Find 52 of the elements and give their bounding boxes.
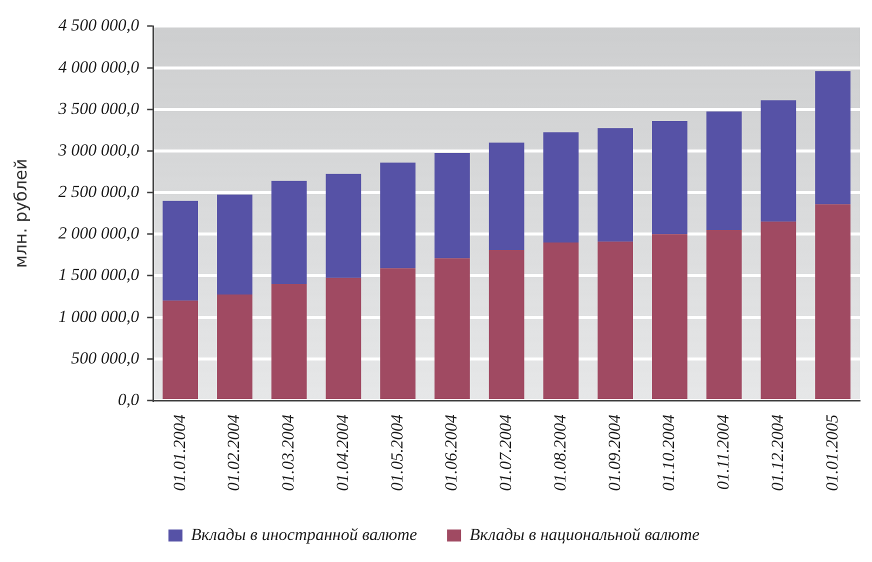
legend-label: Вклады в иностранной валюте — [190, 524, 418, 544]
bar — [326, 278, 362, 399]
y-tick-label: 2 000 000,0 — [58, 224, 140, 243]
x-tick-label: 01.04.2004 — [332, 414, 352, 491]
bar — [434, 153, 470, 258]
x-tick-label: 01.12.2004 — [768, 414, 787, 491]
bar — [598, 242, 633, 399]
x-tick-label: 01.06.2004 — [442, 414, 461, 491]
bar — [488, 250, 524, 399]
bar — [162, 200, 198, 301]
legend-label: Вклады в национальной валюте — [470, 524, 700, 544]
bar — [543, 132, 579, 242]
bar — [271, 180, 307, 284]
bar — [760, 100, 796, 222]
bar — [380, 268, 416, 399]
bar — [815, 71, 850, 204]
bar — [217, 294, 252, 399]
bar — [598, 128, 633, 242]
bar — [543, 242, 579, 399]
x-tick-label: 01.08.2004 — [550, 414, 570, 491]
y-tick-label: 3 500 000,0 — [57, 98, 140, 118]
x-tick-label: 01.11.2004 — [714, 414, 733, 490]
x-tick-label: 01.10.2004 — [659, 414, 678, 491]
x-tick-label: 01.02.2004 — [224, 414, 244, 491]
y-axis-title: млн. рублей — [12, 158, 32, 268]
x-tick-label: 01.01.2004 — [170, 414, 189, 491]
y-tick-label: 3 000 000,0 — [57, 140, 140, 160]
y-tick-label: 500 000,0 — [71, 348, 140, 368]
bar — [815, 204, 850, 399]
x-tick-label: 01.05.2004 — [387, 414, 406, 491]
bar — [760, 222, 796, 399]
x-tick-label: 01.09.2004 — [604, 414, 624, 491]
y-tick-label: 2 500 000,0 — [58, 182, 140, 202]
bar — [652, 121, 688, 234]
bar — [326, 174, 362, 278]
bar — [162, 300, 198, 399]
bar — [434, 258, 470, 399]
bar — [271, 284, 307, 399]
y-tick-label: 1 000 000,0 — [58, 306, 140, 326]
y-tick-label: 1 500 000,0 — [58, 265, 140, 284]
bar — [488, 142, 524, 250]
bar — [706, 230, 742, 399]
y-tick-label: 0,0 — [118, 390, 140, 409]
x-tick-label: 01.03.2004 — [278, 414, 298, 491]
x-tick-label: 01.01.2005 — [822, 414, 842, 491]
bar — [380, 162, 416, 268]
bar — [706, 111, 742, 230]
x-tick-label: 01.07.2004 — [496, 414, 516, 491]
bar — [217, 194, 252, 294]
y-tick-label: 4 500 000,0 — [58, 16, 140, 35]
bar — [652, 234, 688, 399]
y-tick-label: 4 000 000,0 — [58, 57, 140, 76]
